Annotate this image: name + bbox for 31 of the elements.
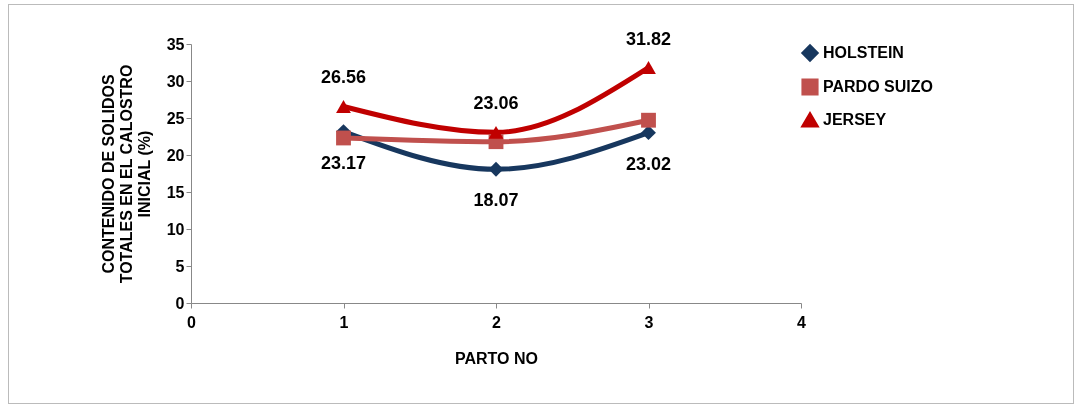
point xyxy=(641,61,656,74)
legend-label: JERSEY xyxy=(823,111,887,128)
data-label: 23.06 xyxy=(473,93,519,114)
y-tick-label: 15 xyxy=(166,183,185,201)
x-axis-title: PARTO NO xyxy=(455,349,538,367)
point xyxy=(641,125,656,141)
y-axis-title: CONTENIDO DE SOLIDOS TOTALES EN EL CALOSTRO INICIAL (%) xyxy=(99,64,153,284)
point xyxy=(336,130,351,146)
x-tick-label: 0 xyxy=(187,313,197,331)
x-tick-label: 4 xyxy=(797,313,807,331)
point xyxy=(336,100,351,113)
data-label: 23.17 xyxy=(320,152,367,173)
y-tick-label: 10 xyxy=(166,220,185,238)
data-label: 26.56 xyxy=(320,67,367,88)
y-tick-label: 25 xyxy=(166,109,185,127)
y-tick-label: 0 xyxy=(175,294,185,312)
x-tick-label: 3 xyxy=(644,313,654,331)
data-label: 23.02 xyxy=(625,153,672,174)
legend-label: HOLSTEIN xyxy=(823,44,904,61)
x-tick-label: 1 xyxy=(339,313,349,331)
point xyxy=(641,112,656,128)
y-tick-label: 30 xyxy=(166,72,185,90)
point xyxy=(488,125,504,139)
data-label: 18.07 xyxy=(473,190,519,211)
y-tick-label: 20 xyxy=(166,146,185,164)
y-tick-label: 35 xyxy=(166,35,185,53)
x-tick-label: 2 xyxy=(492,313,502,331)
y-tick-label: 5 xyxy=(175,257,185,275)
data-label: 31.82 xyxy=(625,28,672,49)
point xyxy=(488,161,504,177)
legend-label: PARDO SUIZO xyxy=(823,78,933,95)
